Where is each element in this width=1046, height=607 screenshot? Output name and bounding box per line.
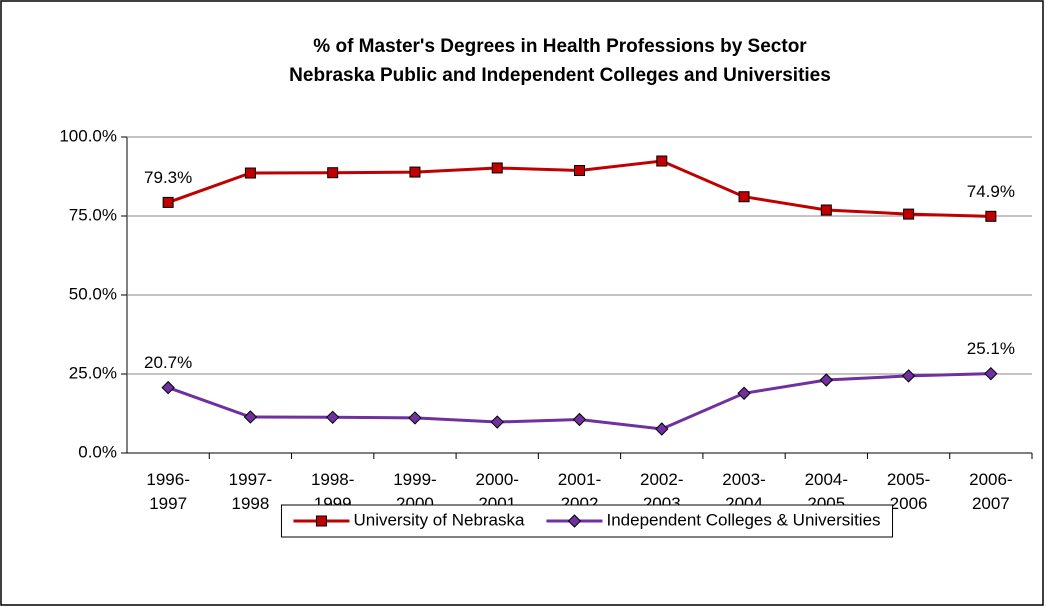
x-tick-label: 2005-2006 xyxy=(887,470,930,513)
marker xyxy=(574,164,585,176)
marker xyxy=(162,196,174,208)
marker xyxy=(243,410,258,424)
marker xyxy=(567,514,582,528)
marker xyxy=(656,155,668,167)
marker xyxy=(244,167,256,179)
marker xyxy=(820,204,832,216)
y-tick-label: 50.0% xyxy=(69,284,117,303)
y-tick-label: 100.0% xyxy=(59,126,117,145)
marker xyxy=(901,369,916,383)
data-label: 20.7% xyxy=(144,353,192,372)
marker xyxy=(161,380,175,395)
marker xyxy=(409,166,421,178)
chart-title: % of Master's Degrees in Health Professi… xyxy=(313,36,807,57)
marker xyxy=(655,422,669,436)
marker xyxy=(985,210,997,222)
x-tick-label: 1996-1997 xyxy=(146,470,189,513)
chart-subtitle: Nebraska Public and Independent Colleges… xyxy=(289,65,831,86)
data-label: 74.9% xyxy=(967,182,1015,201)
marker xyxy=(737,386,751,400)
marker xyxy=(491,162,503,174)
marker xyxy=(984,366,998,381)
data-label: 79.3% xyxy=(144,168,192,187)
marker xyxy=(325,410,340,424)
marker xyxy=(327,167,339,179)
x-tick-label: 1997-1998 xyxy=(229,470,272,513)
y-tick-label: 75.0% xyxy=(69,205,117,224)
marker xyxy=(315,515,327,527)
legend-label: Independent Colleges & Universities xyxy=(606,510,880,529)
y-tick-label: 25.0% xyxy=(69,363,117,382)
legend-label: University of Nebraska xyxy=(353,510,525,529)
marker xyxy=(572,412,587,427)
marker xyxy=(408,411,422,425)
marker xyxy=(490,415,504,429)
marker xyxy=(819,373,834,387)
marker xyxy=(903,208,915,220)
x-tick-label: 2006-2007 xyxy=(969,470,1012,513)
data-label: 25.1% xyxy=(967,339,1015,358)
marker xyxy=(738,191,750,203)
legend: University of Nebraska Independent Colleg… xyxy=(280,504,894,538)
y-tick-label: 0.0% xyxy=(78,442,117,461)
